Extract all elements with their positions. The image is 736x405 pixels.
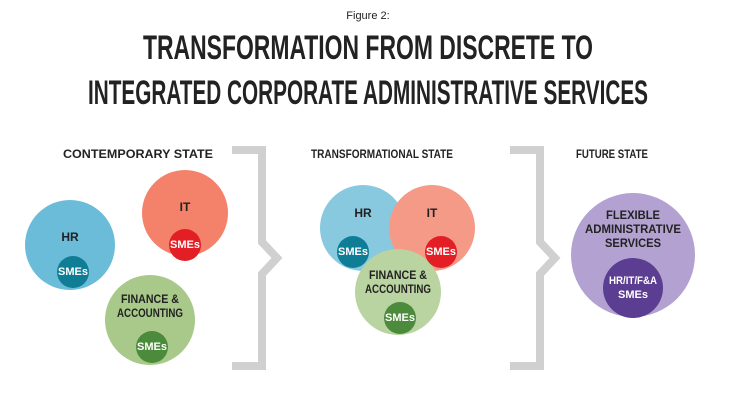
- sme-label: HR/IT/F&A: [609, 275, 657, 287]
- finance-circle: [355, 249, 441, 335]
- bracket: [510, 146, 561, 370]
- circle-label: IT: [180, 200, 191, 214]
- sme-label: SMEs: [338, 246, 368, 258]
- sme-label: SMEs: [385, 312, 415, 324]
- circle-label: FLEXIBLE: [606, 208, 660, 222]
- panel-heading: FUTURE STATE: [576, 147, 648, 161]
- it-circle: [142, 170, 228, 256]
- sme-circle: [603, 258, 663, 318]
- sme-circle: [425, 236, 457, 268]
- sme-circle: [384, 302, 416, 334]
- circle-label: HR: [354, 206, 372, 220]
- sme-circle: [57, 256, 89, 288]
- circle-label: ADMINISTRATIVE: [585, 222, 681, 236]
- title-line: TRANSFORMATION FROM DISCRETE TO: [143, 29, 593, 67]
- circle-label: FINANCE &: [369, 268, 427, 282]
- sme-label: SMEs: [618, 289, 648, 301]
- sme-circle: [136, 331, 168, 363]
- integrated-circle: [571, 193, 695, 317]
- circle-label: ACCOUNTING: [365, 282, 431, 296]
- sme-label: SMEs: [137, 341, 167, 353]
- circle-label: FINANCE &: [121, 292, 179, 306]
- circle-label: SERVICES: [605, 236, 661, 250]
- title-line: INTEGRATED CORPORATE ADMINISTRATIVE SERV…: [88, 74, 648, 112]
- figure-label: Figure 2:: [346, 10, 389, 22]
- panel-heading: TRANSFORMATIONAL STATE: [311, 147, 453, 161]
- finance-circle: [105, 275, 195, 365]
- sme-circle: [337, 236, 369, 268]
- circle-label: ACCOUNTING: [117, 306, 183, 320]
- hr-circle: [25, 200, 115, 290]
- sme-circle: [169, 229, 201, 261]
- sme-label: SMEs: [426, 246, 456, 258]
- sme-label: SMEs: [58, 266, 88, 278]
- sme-label: SMEs: [170, 239, 200, 251]
- bracket: [232, 146, 283, 370]
- panel-heading: CONTEMPORARY STATE: [63, 147, 213, 161]
- circle-label: IT: [427, 206, 438, 220]
- circle-label: HR: [61, 230, 79, 244]
